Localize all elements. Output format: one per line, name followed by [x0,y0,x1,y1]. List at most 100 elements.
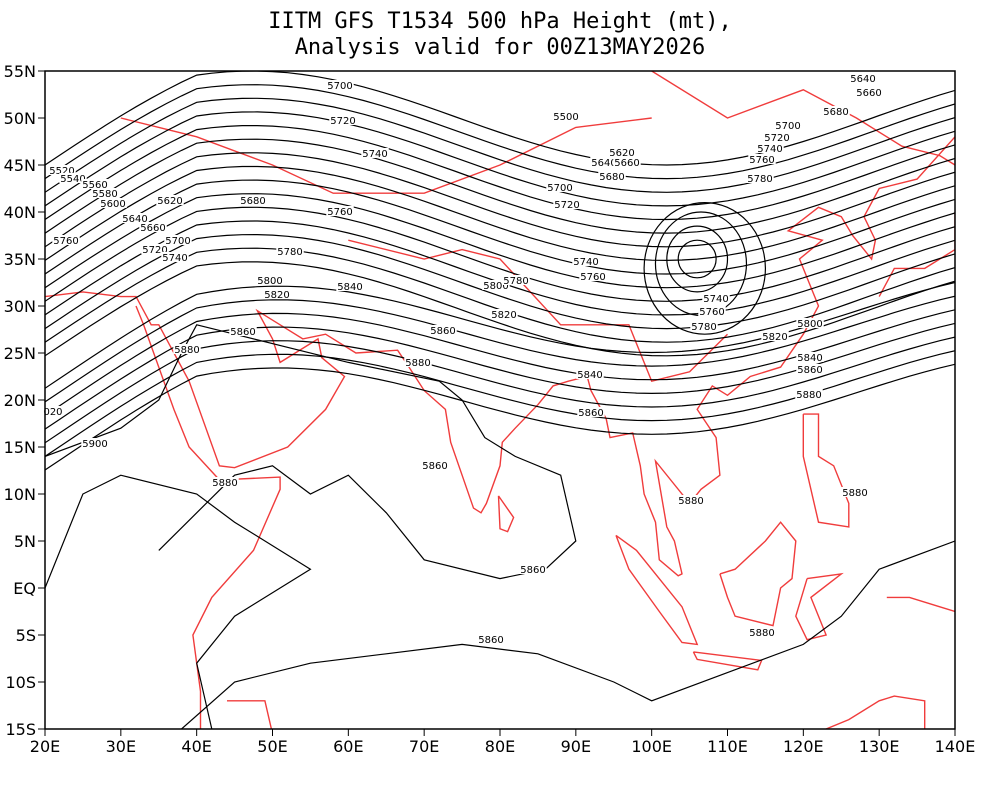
contour-line [45,350,955,458]
label-mask [91,188,119,198]
lon-label: 100E [631,737,672,756]
contour-label: 5900 [82,439,107,450]
contour-label: 5720 [330,116,355,127]
contour-label: 5880 [842,488,867,499]
contour-label: 5720 [764,133,789,144]
lat-label: 20N [4,391,36,410]
contour-label: 5600 [100,199,125,210]
label-mask [519,564,547,574]
label-mask [139,222,167,232]
lon-label: 20E [30,737,60,756]
lat-label: 45N [4,156,36,175]
contour-label: 5720 [554,200,579,211]
label-mask [855,87,883,97]
lat-label: 50N [4,109,36,128]
contour-label: 5760 [327,207,352,218]
contour-line [45,261,955,357]
contour-line [45,324,577,580]
label-mask [748,154,776,164]
contour-label: 5640 [122,214,147,225]
lon-label: 90E [561,737,591,756]
lat-label: 15N [4,438,36,457]
contour-label: 5700 [547,183,572,194]
contour-label: 5860 [230,327,255,338]
contour-line [45,152,955,248]
contour-ring [643,201,767,335]
lon-label: 70E [409,737,439,756]
contour-line [45,295,955,403]
contour-label: 5640 [591,158,616,169]
label-mask [42,406,64,416]
label-mask [690,321,718,331]
label-mask [761,331,789,341]
contour-label: 5840 [337,282,362,293]
coastline [878,212,955,297]
label-mask [141,244,169,254]
label-mask [613,157,641,167]
label-mask [256,275,284,285]
contour-label: 5840 [577,370,602,381]
contour-line [45,125,955,221]
contour-label: 5880 [796,390,821,401]
contour-label: 5780 [691,322,716,333]
label-mask [796,318,824,328]
contour-label: 5880 [212,478,237,489]
contour-label: 5680 [823,107,848,118]
label-mask [59,173,87,183]
lon-label: 140E [935,737,976,756]
contour-line [45,336,955,444]
contour-label: 5580 [92,189,117,200]
label-mask [326,80,354,90]
contour-label: 5800 [483,281,508,292]
contour-label: 5700 [165,236,190,247]
contour-label: 5780 [277,247,302,258]
contour-line [45,363,955,471]
contour-label: 020 [43,407,62,418]
contour-line [45,474,312,729]
contour-label: 5840 [797,353,822,364]
lat-label: 40N [4,203,36,222]
lon-label: 110E [707,737,748,756]
contour-label: 5880 [405,358,430,369]
lon-label: 40E [181,737,211,756]
label-mask [99,198,127,208]
axes: 55N 50N 45N 40N 35N 30N 25N 20N 15N 10N 5N EQ 5S 10S 1… [4,62,976,756]
contour-label: 5620 [609,148,634,159]
title-line: Analysis valid for 00Z13MAY2026 [295,35,706,60]
label-mask [577,407,605,417]
label-mask [702,293,730,303]
contour-line [45,138,955,234]
label-mask [576,369,604,379]
label-mask [822,106,850,116]
contour-line [45,111,955,207]
label-mask [748,627,776,637]
label-mask [336,281,364,291]
contour-label: 5740 [757,144,782,155]
contour-label: 5860 [578,408,603,419]
contour-line [45,97,955,194]
label-mask [746,173,774,183]
lat-label: EQ [13,579,36,598]
contour-label: 5800 [257,276,282,287]
lat-label: 30N [4,297,36,316]
lat-label: 35N [4,250,36,269]
contour-line [45,206,955,303]
label-mask [608,147,636,157]
label-mask [164,235,192,245]
label-mask [276,246,304,256]
label-mask [579,271,607,281]
contour-label: 5740 [703,294,728,305]
contour-label: 5620 [157,196,182,207]
label-mask [796,352,824,362]
contour-label: 5700 [775,121,800,132]
lon-label: 130E [859,737,900,756]
contour-line [181,540,955,729]
label-mask [81,179,109,189]
lon-label: 120E [783,737,824,756]
contour-label: 5760 [749,155,774,166]
coastline [651,71,955,166]
label-mask [763,132,791,142]
coastline [135,305,281,729]
label-mask [774,120,802,130]
label-mask [329,115,357,125]
